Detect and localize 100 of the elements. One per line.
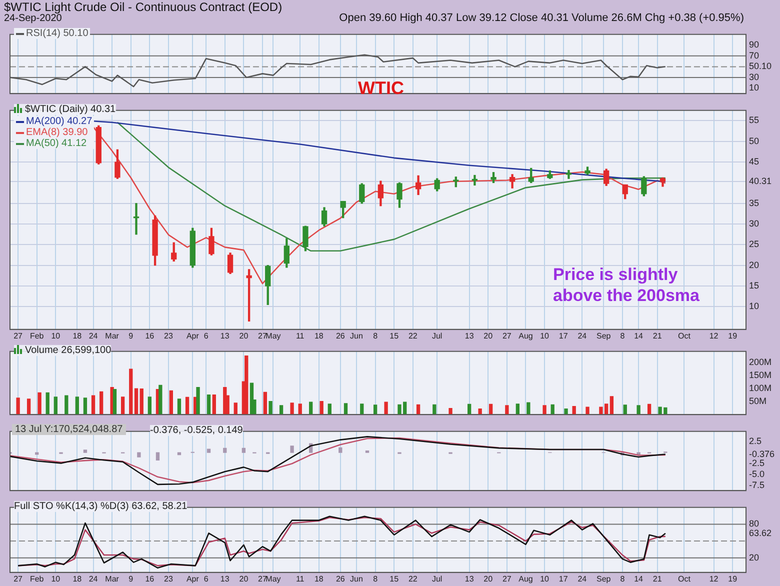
x-tick-label: 11 [296, 574, 305, 584]
bar [234, 402, 238, 415]
bar [206, 448, 211, 453]
x-tick-label: 24 [88, 574, 98, 584]
chart-title: $WTIC Light Crude Oil - Continuous Contract (EOD) [4, 0, 282, 14]
chart-title: -0.376, -0.525, 0.149 [150, 425, 243, 436]
bar [263, 392, 268, 415]
x-tick-label: 16 [145, 574, 155, 584]
x-tick-label: 15 [390, 574, 400, 584]
y-tick-label: 15 [749, 280, 760, 290]
y-tick-label: 45 [749, 156, 760, 167]
x-tick-label: 14 [634, 331, 644, 340]
x-tick-label: Feb [30, 331, 44, 340]
x-tick-label: 10 [51, 574, 61, 584]
x-tick-label: 21 [652, 574, 662, 584]
y-tick-label: 40.31 [749, 176, 772, 186]
x-tick-label: 27 [502, 331, 512, 340]
x-tick-label: 16 [145, 331, 155, 340]
x-tick-label: 13 [464, 574, 474, 584]
x-tick-label: 17 [558, 574, 568, 584]
x-tick-label: 8 [620, 331, 626, 340]
y-tick-label: 10 [749, 301, 760, 312]
x-tick-label: Mar [105, 331, 120, 340]
x-tick-label: 6 [204, 574, 209, 584]
x-tick-label: Aug [518, 574, 533, 584]
bar [344, 403, 348, 415]
legend-label: MA(200) 40.27 [26, 116, 92, 127]
legend-label: EMA(8) 39.90 [26, 127, 88, 138]
y-tick-label: 2.5 [749, 436, 762, 446]
x-tick-label: 22 [408, 331, 418, 340]
bar [212, 394, 216, 415]
x-tick-label: 18 [314, 331, 324, 340]
bar [290, 446, 294, 453]
bar [83, 450, 88, 453]
bar [448, 408, 452, 415]
chart-subtitle: 24-Sep-2020 [4, 13, 62, 24]
bar [526, 402, 530, 415]
y-tick-label: 100M [749, 383, 772, 394]
x-tick-label: 27 [502, 574, 512, 584]
bar [38, 392, 42, 415]
x-tick-label: Mar [105, 574, 120, 584]
bar [140, 388, 144, 415]
x-tick-label: 6 [204, 331, 209, 340]
x-tick-label: 13 [220, 331, 230, 340]
bar [26, 398, 31, 415]
x-tick-label: 10 [540, 574, 550, 584]
x-tick-label: 11 [296, 331, 305, 340]
x-tick-label: 23 [164, 574, 174, 584]
x-tick-label: 12 [709, 574, 719, 584]
x-tick-label: 21 [652, 331, 662, 340]
y-tick-label: 150M [749, 370, 772, 380]
bar [100, 391, 104, 415]
x-tick-label: 20 [484, 574, 494, 584]
x-tick-label: 8 [373, 574, 378, 584]
x-tick-label: 15 [390, 331, 400, 340]
bar [64, 395, 68, 415]
x-tick-label: 8 [373, 331, 378, 340]
y-tick-label: 20 [749, 552, 760, 562]
bar [360, 404, 364, 415]
x-tick-label: 27 [14, 574, 24, 584]
bar [156, 452, 160, 460]
bar [516, 404, 520, 415]
x-tick-label: 20 [239, 331, 249, 340]
x-tick-label: Feb [30, 574, 44, 584]
bar [134, 388, 138, 415]
y-tick-label: -2.5 [749, 458, 765, 468]
x-tick-label: Jun [350, 331, 363, 340]
y-tick-label: 90 [749, 40, 760, 50]
annotation: Price is slightly above the 200sma [553, 264, 700, 306]
y-tick-label: 200M [749, 357, 772, 368]
annotation: WTIC [358, 78, 404, 99]
bar [129, 368, 133, 415]
x-tick-label: 12 [709, 331, 719, 340]
x-tick-label: 24 [578, 574, 588, 584]
y-tick-label: -0.376 [749, 448, 775, 459]
bar [478, 408, 482, 415]
x-tick-label: 26 [336, 331, 346, 340]
y-tick-label: 25 [749, 239, 760, 250]
chart-title: $WTIC (Daily) 40.31 [25, 104, 116, 115]
x-tick-label: 20 [239, 574, 249, 584]
x-tick-label: 23 [164, 331, 174, 340]
y-tick-label: 63.62 [749, 528, 772, 538]
x-tick-label: 27 [258, 574, 268, 584]
y-tick-label: -5.0 [749, 469, 765, 480]
bar [290, 402, 294, 415]
x-tick-label: 10 [540, 331, 550, 340]
x-tick-label: 19 [728, 574, 738, 584]
y-tick-label: 30 [749, 72, 760, 82]
y-tick-label: 50.10 [749, 61, 772, 72]
x-tick-label: 20 [484, 331, 494, 340]
x-tick-label: 9 [128, 331, 134, 340]
bar [268, 401, 272, 415]
x-tick-label: 19 [728, 331, 738, 340]
bar [137, 452, 141, 458]
bar [384, 402, 388, 415]
y-tick-label: 35 [749, 198, 760, 208]
bar [91, 395, 96, 415]
x-tick-label: Apr [186, 574, 200, 584]
bar [505, 405, 509, 415]
y-tick-label: 50M [749, 396, 767, 406]
